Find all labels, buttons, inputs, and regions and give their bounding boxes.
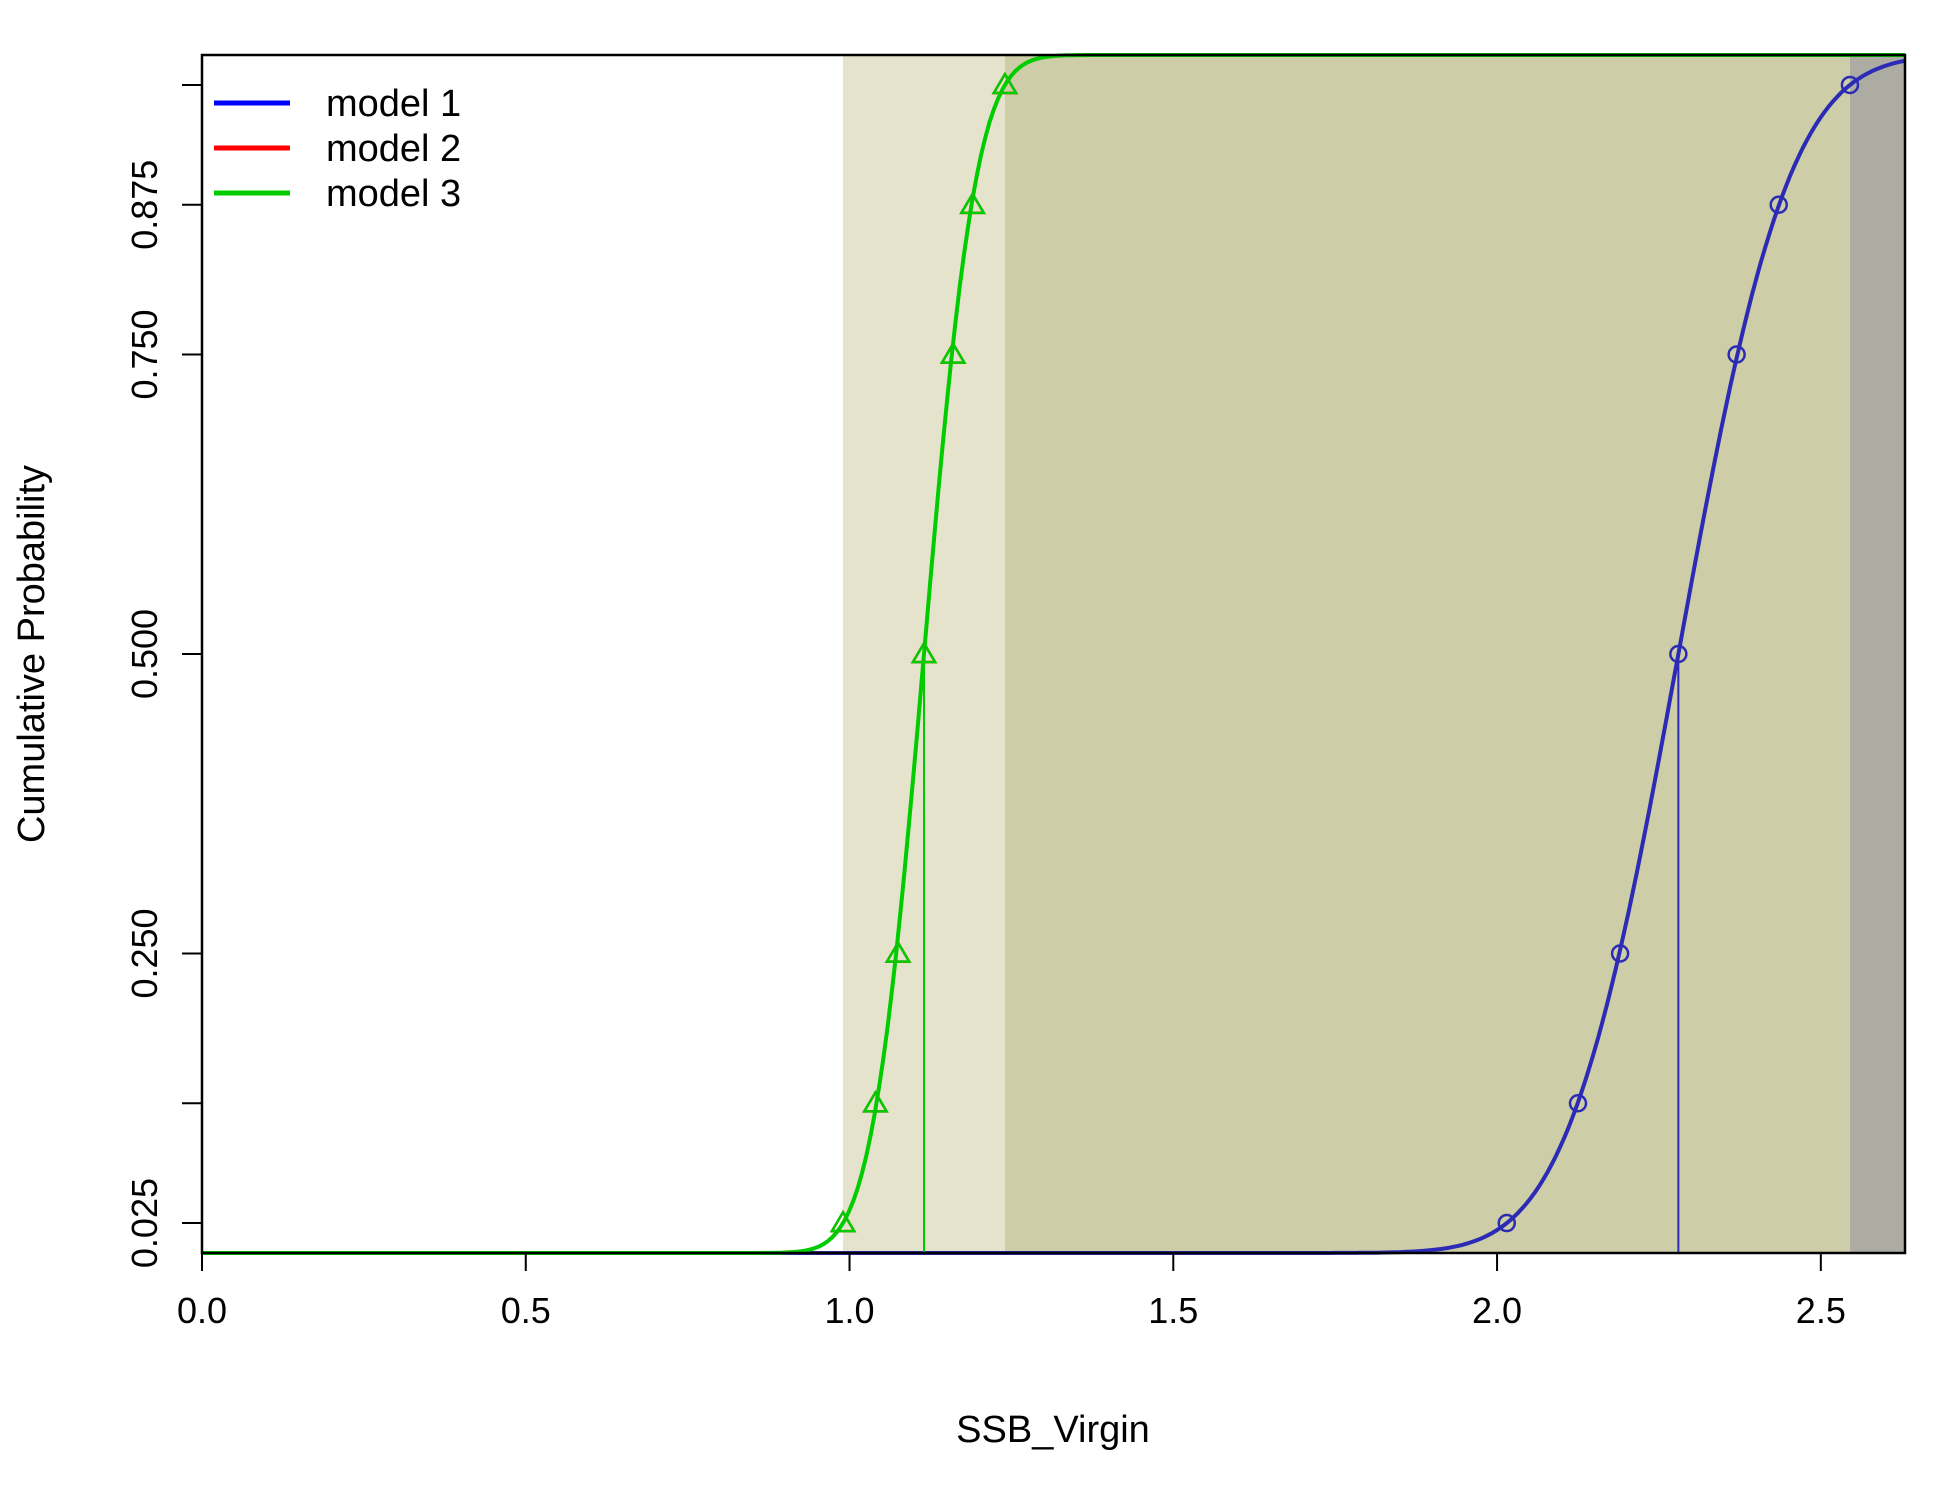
quantile-marker-model-1	[1497, 1213, 1517, 1233]
quantile-marker-model-1	[1669, 644, 1688, 664]
x-axis-label: SSB_Virgin	[956, 1409, 1150, 1451]
legend-label: model 1	[326, 83, 461, 125]
x-axis: 0.0 0.5 1.0 1.5 2.0 2.5	[177, 1252, 1846, 1331]
legend-label: model 2	[326, 128, 461, 170]
y-tick-label: 0.500	[124, 609, 165, 699]
x-tick-label: 0.5	[501, 1290, 551, 1331]
x-tick-label: 2.5	[1796, 1290, 1846, 1331]
interval-fills	[843, 55, 1905, 1253]
quantile-marker-model-3	[939, 341, 967, 364]
y-tick-label: 0.750	[124, 309, 165, 399]
quantile-marker-model-3	[991, 71, 1019, 95]
quantile-marker-model-1	[1727, 345, 1746, 364]
quantile-marker-model-3	[884, 940, 912, 963]
quantile-marker-model-3	[829, 1209, 857, 1233]
quantile-marker-model-3	[910, 640, 938, 664]
interval-fill-model-1	[1849, 55, 1905, 1253]
x-tick-label: 2.0	[1472, 1290, 1522, 1331]
interval-fill-model-2	[1004, 55, 1850, 1253]
quantile-markers	[829, 71, 1860, 1233]
x-tick-label: 1.0	[825, 1290, 875, 1331]
median-lines	[922, 654, 1680, 1253]
quantile-marker-model-3	[862, 1089, 889, 1113]
x-tick-label: 1.5	[1148, 1290, 1198, 1331]
quantile-marker-model-1	[1610, 944, 1630, 963]
y-tick-label: 0.250	[124, 908, 165, 998]
quantile-marker-model-1	[1568, 1094, 1588, 1113]
quantile-marker-model-1	[1769, 195, 1788, 214]
y-tick-label: 0.875	[124, 160, 165, 250]
y-axis: 0.025 0.250 0.500 0.750 0.875	[124, 83, 203, 1268]
y-tick-label: 0.025	[124, 1178, 165, 1268]
y-axis-label: Cumulative Probability	[11, 465, 53, 843]
x-tick-label: 0.0	[177, 1290, 227, 1331]
quantile-marker-model-3	[959, 191, 986, 215]
quantile-marker-model-1	[1840, 75, 1860, 95]
legend-label: model 3	[326, 173, 461, 215]
